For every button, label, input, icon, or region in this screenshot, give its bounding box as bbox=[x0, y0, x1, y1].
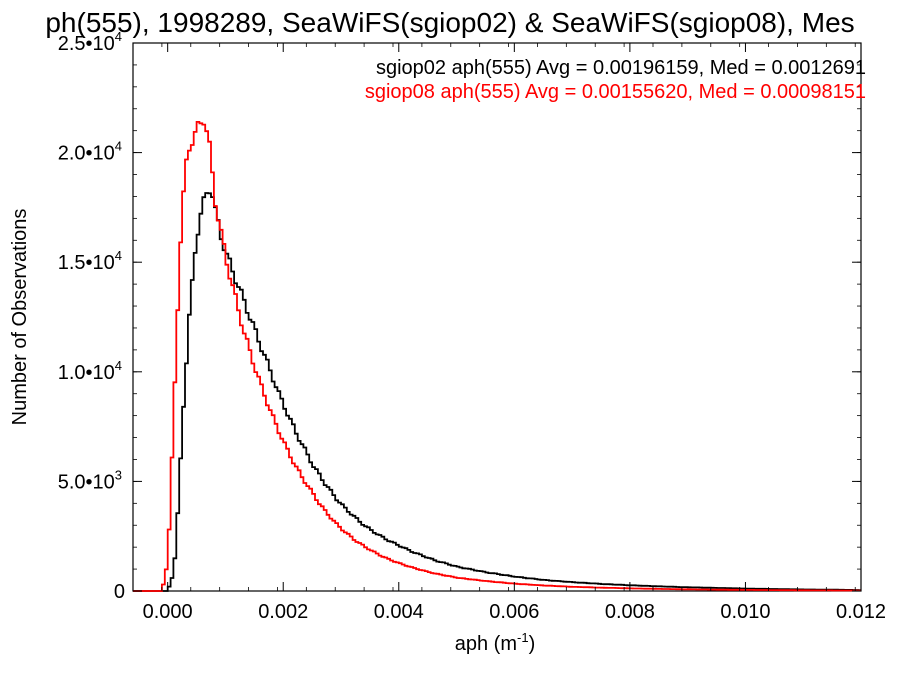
legend-entry: sgiop08 aph(555) Avg = 0.00155620, Med =… bbox=[365, 81, 866, 103]
y-tick-label: 5.0•103 bbox=[58, 467, 122, 493]
chart-title: ph(555), 1998289, SeaWiFS(sgiop02) & Sea… bbox=[45, 7, 854, 38]
y-tick-label: 1.5•104 bbox=[58, 248, 122, 274]
y-tick-exponent: 4 bbox=[115, 139, 122, 154]
y-tick-mantissa: 2.0•10 bbox=[58, 143, 115, 165]
plot-border bbox=[132, 42, 862, 592]
y-tick-label: 0 bbox=[114, 581, 125, 603]
legend-entry: sgiop02 aph(555) Avg = 0.00196159, Med =… bbox=[376, 57, 866, 79]
y-tick-exponent: 3 bbox=[115, 467, 122, 482]
y-tick-mantissa: 0 bbox=[114, 581, 125, 603]
y-tick-exponent: 4 bbox=[115, 358, 122, 373]
y-axis-label: Number of Observations bbox=[9, 209, 31, 426]
y-tick-label: 2.0•104 bbox=[58, 139, 122, 165]
x-tick-label: 0.000 bbox=[143, 601, 193, 623]
y-tick-mantissa: 5.0•10 bbox=[58, 471, 115, 493]
y-tick-label: 1.0•104 bbox=[58, 358, 122, 384]
x-tick-label: 0.006 bbox=[489, 601, 539, 623]
x-axis-ticks: 0.000 0.002 0.004 0.006 0.008 0.010 0.012 bbox=[132, 43, 886, 623]
plot-frame bbox=[132, 42, 862, 592]
x-tick-label: 0.008 bbox=[605, 601, 655, 623]
series-line-1 bbox=[133, 121, 861, 592]
y-tick-label: 2.5•104 bbox=[58, 29, 122, 55]
legend: sgiop02 aph(555) Avg = 0.00196159, Med =… bbox=[365, 57, 866, 103]
y-tick-mantissa: 1.5•10 bbox=[58, 252, 115, 274]
x-axis-label: aph (m-1) bbox=[455, 630, 535, 655]
x-tick-label: 0.012 bbox=[836, 601, 886, 623]
y-tick-mantissa: 1.0•10 bbox=[58, 362, 115, 384]
y-tick-exponent: 4 bbox=[115, 248, 122, 263]
x-tick-label: 0.004 bbox=[374, 601, 424, 623]
series-line-0 bbox=[133, 192, 861, 592]
y-tick-mantissa: 2.5•10 bbox=[58, 33, 115, 55]
series-layer bbox=[133, 121, 861, 592]
x-tick-label: 0.010 bbox=[720, 601, 770, 623]
x-tick-label: 0.002 bbox=[258, 601, 308, 623]
y-tick-exponent: 4 bbox=[115, 29, 122, 44]
